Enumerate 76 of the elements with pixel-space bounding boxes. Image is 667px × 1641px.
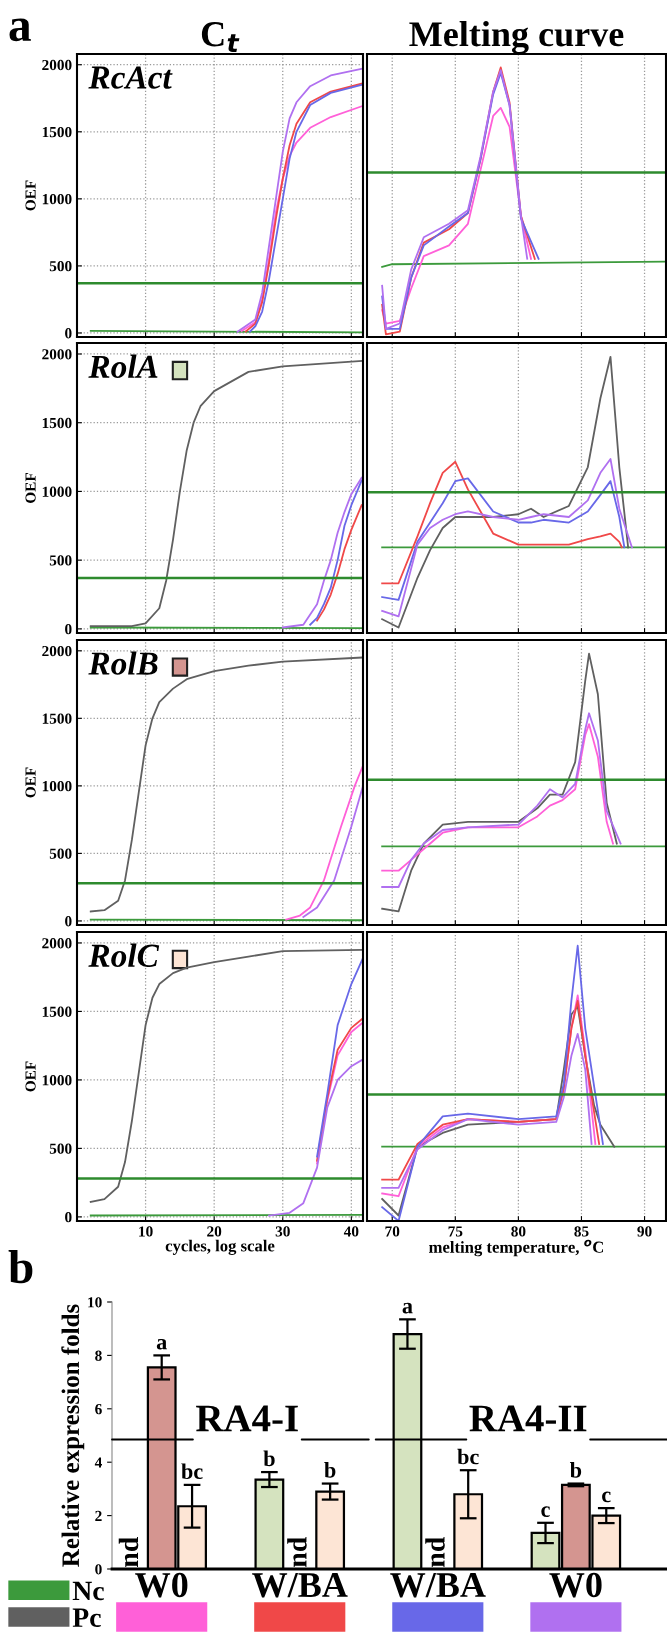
data-label: a: [402, 1302, 413, 1314]
y-tick-label: 1000: [42, 1075, 72, 1086]
x-tick-label: 85: [574, 1226, 589, 1237]
y-axis-title: Relative expression folds: [61, 1304, 85, 1567]
x-tick-label: W/BA: [390, 1573, 486, 1598]
x-tick-label: W0: [135, 1572, 188, 1598]
line-series: [309, 479, 363, 626]
y-tick-label: 500: [49, 261, 72, 272]
line-series: [268, 1058, 363, 1217]
data-label: bc: [181, 1463, 203, 1480]
y-tick-label: 0: [65, 328, 72, 339]
x-tick-label: 30: [275, 1226, 290, 1237]
annotation: RolC: [88, 943, 160, 968]
data-label: c: [541, 1506, 550, 1517]
annotation: RolB: [88, 651, 158, 675]
annotation: RolA: [88, 354, 158, 379]
x-tick-label: 40: [343, 1226, 359, 1237]
y-axis-title: OEF: [25, 767, 36, 798]
text: nd: [287, 1537, 307, 1567]
y-tick-label: 500: [49, 848, 72, 859]
annotation: RcAct: [88, 66, 173, 89]
y-tick-label: 2000: [42, 349, 72, 360]
data-label: c: [602, 1491, 611, 1503]
y-tick-label: 500: [49, 555, 72, 566]
x-tick-label: 90: [637, 1226, 652, 1237]
y-tick-label: 8: [95, 1350, 102, 1361]
x-tick-label: 20: [207, 1226, 222, 1237]
data-label: bc: [457, 1448, 479, 1465]
y-tick-label: 2: [95, 1510, 102, 1521]
y-tick-label: 2000: [42, 938, 72, 949]
x-axis-title: cycles, log scale: [165, 1239, 275, 1255]
y-tick-label: 1500: [42, 126, 72, 138]
y-tick-label: 1000: [42, 193, 72, 205]
y-tick-label: 0: [65, 1212, 72, 1223]
chart-title: C$_{t}$: [201, 22, 240, 52]
y-tick-label: 0: [65, 624, 72, 635]
text: nd: [118, 1537, 139, 1567]
chart-title: Melting curve: [409, 20, 624, 54]
y-tick-label: 1000: [42, 486, 72, 497]
y-tick-label: 0: [95, 1564, 102, 1575]
y-tick-label: 0: [65, 916, 72, 927]
x-tick-label: 70: [385, 1226, 400, 1237]
y-axis-title: OEF: [25, 473, 36, 503]
x-axis-title: melting temperature, $^{o}$C: [429, 1239, 604, 1257]
y-tick-label: 1500: [42, 417, 72, 429]
line-series: [285, 764, 363, 921]
data-label: b: [569, 1462, 582, 1478]
data-label: b: [324, 1462, 336, 1478]
x-tick-label: 80: [511, 1226, 526, 1237]
x-tick-label: W/BA: [252, 1573, 348, 1598]
y-tick-label: 2000: [42, 59, 72, 71]
legend-label: Pc: [72, 1608, 101, 1628]
data-label: a: [156, 1338, 167, 1350]
line-series: [281, 476, 363, 629]
y-axis-title: OEF: [25, 180, 36, 211]
y-tick-label: 10: [88, 1297, 102, 1308]
y-tick-label: 1500: [42, 1006, 72, 1017]
x-tick-label: W0: [549, 1572, 602, 1598]
line-series: [316, 957, 363, 1158]
annotation: RA4-I: [196, 1405, 298, 1432]
annotation: RA4-II: [469, 1405, 587, 1432]
x-tick-label: 75: [448, 1226, 463, 1237]
y-tick-label: 4: [94, 1457, 102, 1468]
data-label: b: [263, 1450, 275, 1467]
text: b: [8, 1250, 33, 1284]
text: nd: [425, 1537, 445, 1567]
y-tick-label: 6: [95, 1403, 102, 1415]
y-tick-label: 2000: [42, 645, 72, 657]
text: a: [9, 18, 31, 42]
y-tick-label: 1000: [42, 781, 72, 792]
legend-label: Nc: [72, 1581, 104, 1601]
y-tick-label: 500: [49, 1143, 72, 1154]
y-axis-title: OEF: [25, 1061, 36, 1092]
line-series: [316, 504, 363, 622]
y-tick-label: 1500: [42, 713, 72, 724]
x-tick-label: 10: [139, 1226, 153, 1237]
